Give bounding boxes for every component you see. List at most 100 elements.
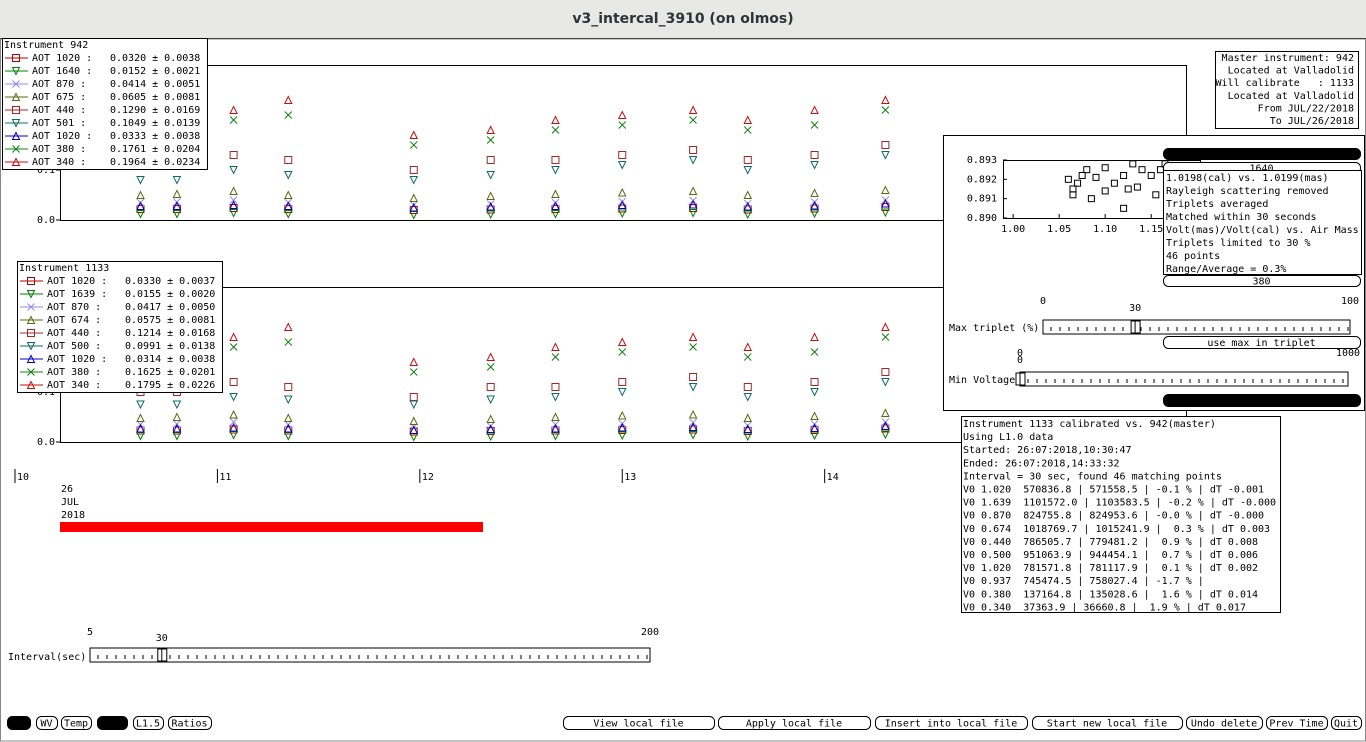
marker bbox=[689, 373, 698, 381]
legend-title: Instrument 1133 bbox=[19, 263, 109, 274]
button[interactable] bbox=[1186, 716, 1263, 730]
marker bbox=[617, 410, 627, 420]
marker bbox=[229, 343, 238, 351]
marker bbox=[172, 201, 182, 210]
marker bbox=[284, 111, 293, 119]
marker bbox=[172, 423, 182, 433]
marker bbox=[229, 196, 238, 204]
button[interactable] bbox=[875, 716, 1028, 730]
marker bbox=[743, 210, 753, 220]
button[interactable] bbox=[1163, 275, 1361, 287]
marker bbox=[881, 141, 890, 149]
legend-name: AOT 380 : bbox=[32, 144, 86, 155]
legend-stat: 0.1214 ± 0.0168 bbox=[125, 328, 215, 339]
marker bbox=[881, 378, 890, 387]
marker bbox=[26, 342, 36, 351]
marker bbox=[172, 400, 182, 410]
legend-stat: 0.1964 ± 0.0234 bbox=[110, 157, 200, 168]
info-line: V0 1.639 1101572.0 | 1103583.5 | -0.2 % … bbox=[963, 498, 1276, 509]
marker bbox=[551, 383, 560, 391]
slider-max: 200 bbox=[641, 627, 659, 638]
button[interactable] bbox=[1163, 336, 1361, 349]
note-line: 46 points bbox=[1166, 251, 1220, 262]
slider-min: 0 bbox=[1040, 296, 1046, 307]
marker bbox=[229, 186, 238, 195]
marker bbox=[409, 166, 418, 174]
marker bbox=[27, 368, 35, 376]
button[interactable] bbox=[1331, 716, 1362, 730]
marker bbox=[136, 400, 145, 410]
marker bbox=[11, 67, 21, 76]
legend-box bbox=[2, 38, 208, 170]
marker bbox=[486, 171, 495, 180]
marker bbox=[617, 431, 627, 441]
marker bbox=[27, 277, 35, 285]
marker bbox=[172, 189, 182, 198]
info-line: V0 0.500 951063.9 | 944454.1 | 0.7 % | d… bbox=[963, 550, 1258, 561]
legend-name: AOT 870 : bbox=[47, 302, 101, 313]
slider-track[interactable] bbox=[1019, 371, 1349, 387]
button[interactable] bbox=[133, 716, 164, 730]
info-line: V0 0.937 745474.5 | 758027.4 | -1.7 % | bbox=[963, 576, 1204, 587]
marker bbox=[409, 416, 419, 425]
legend-name: AOT 1020 : bbox=[32, 53, 92, 64]
marker bbox=[136, 423, 145, 433]
marker bbox=[229, 418, 238, 426]
legend-stat: 0.1049 ± 0.0139 bbox=[110, 118, 200, 129]
button[interactable] bbox=[1163, 394, 1361, 407]
marker bbox=[172, 412, 182, 421]
marker bbox=[881, 430, 890, 440]
marker bbox=[229, 151, 238, 159]
marker bbox=[617, 187, 627, 197]
button[interactable] bbox=[718, 716, 871, 730]
button[interactable] bbox=[563, 716, 715, 730]
marker bbox=[551, 156, 560, 164]
marker bbox=[229, 393, 238, 402]
marker bbox=[551, 412, 560, 421]
marker bbox=[1087, 195, 1095, 203]
button[interactable] bbox=[1163, 148, 1361, 160]
button[interactable] bbox=[168, 716, 212, 730]
marker bbox=[618, 378, 627, 386]
button[interactable] bbox=[97, 716, 128, 730]
info-line: V0 0.380 137164.8 | 135028.6 | 1.6 % | d… bbox=[963, 589, 1258, 600]
button[interactable] bbox=[61, 716, 92, 730]
button[interactable] bbox=[1266, 716, 1328, 730]
note-line: 1.0198(cal) vs. 1.0199(mas) bbox=[1166, 173, 1329, 184]
marker bbox=[689, 146, 698, 154]
marker bbox=[136, 426, 145, 435]
marker bbox=[881, 106, 890, 114]
marker bbox=[409, 427, 418, 436]
marker bbox=[284, 338, 293, 346]
button[interactable] bbox=[1032, 716, 1183, 730]
slider-label: Max triplet (%) bbox=[949, 323, 1039, 334]
marker bbox=[26, 290, 36, 299]
marker bbox=[1101, 164, 1109, 172]
slider-track[interactable] bbox=[89, 647, 651, 663]
marker bbox=[551, 342, 560, 351]
marker bbox=[688, 422, 698, 431]
button[interactable] bbox=[36, 716, 58, 730]
marker bbox=[136, 201, 145, 210]
marker bbox=[617, 209, 627, 219]
window-title: v3_intercal_3910 (on olmos) bbox=[572, 11, 793, 27]
legend-stat: 0.1761 ± 0.0204 bbox=[110, 144, 200, 155]
marker bbox=[11, 157, 21, 166]
marker bbox=[688, 105, 698, 114]
marker bbox=[486, 363, 495, 371]
marker bbox=[743, 427, 752, 435]
legend-title: Instrument 942 bbox=[4, 40, 88, 51]
marker bbox=[136, 413, 145, 422]
marker bbox=[409, 211, 419, 220]
legend-stat: 0.0155 ± 0.0020 bbox=[125, 289, 215, 300]
marker bbox=[486, 201, 495, 211]
marker bbox=[689, 116, 697, 124]
marker bbox=[284, 156, 293, 164]
x-tick-label: 10 bbox=[17, 472, 29, 483]
button[interactable] bbox=[7, 716, 31, 730]
time-range-bar bbox=[60, 522, 483, 532]
title-bar bbox=[0, 0, 1366, 38]
slider-track[interactable] bbox=[1042, 319, 1351, 335]
marker bbox=[1152, 191, 1160, 199]
